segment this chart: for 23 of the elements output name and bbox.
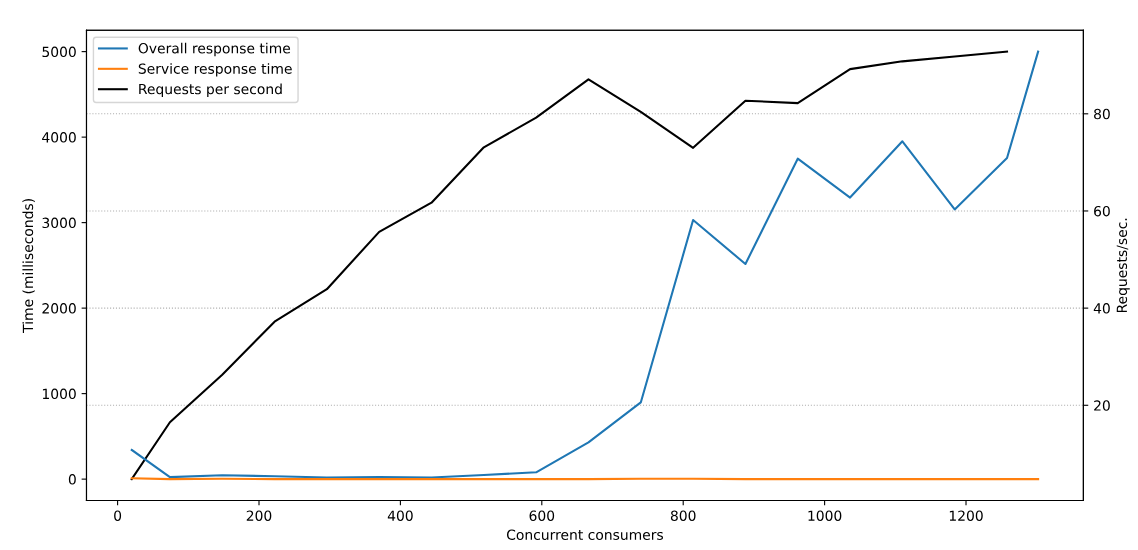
- x-tick-label: 600: [529, 510, 555, 521]
- x-tick-label: 0: [114, 510, 122, 521]
- y2-tick-label: 40: [1093, 303, 1110, 314]
- y-tick-label: 5000: [42, 46, 76, 58]
- x-tick-label: 400: [387, 510, 413, 521]
- y2-tick-label: 60: [1094, 205, 1110, 217]
- y2-tick-label: 20: [1094, 400, 1110, 411]
- y-tick-label: 4000: [42, 132, 76, 143]
- y-tick-label: 2000: [42, 303, 76, 314]
- x-tick-label: 1000: [808, 510, 842, 521]
- y-axis-title: Time (milliseconds): [22, 199, 35, 333]
- y-tick-label: 3000: [42, 217, 76, 229]
- x-axis-title: Concurrent consumers: [506, 529, 664, 540]
- legend-label: Service response time: [138, 63, 292, 77]
- y2-axis-title: Requests/sec.: [1116, 218, 1130, 313]
- legend-label: Overall response time: [138, 42, 291, 57]
- x-tick-label: 1200: [949, 510, 983, 521]
- y-tick-label: 1000: [42, 388, 76, 400]
- y2-tick-label: 80: [1094, 108, 1110, 120]
- legend-label: Requests per second: [139, 83, 282, 97]
- x-tick-label: 200: [246, 510, 272, 521]
- x-tick-label: 800: [670, 510, 696, 521]
- y-tick-label: 0: [68, 474, 76, 485]
